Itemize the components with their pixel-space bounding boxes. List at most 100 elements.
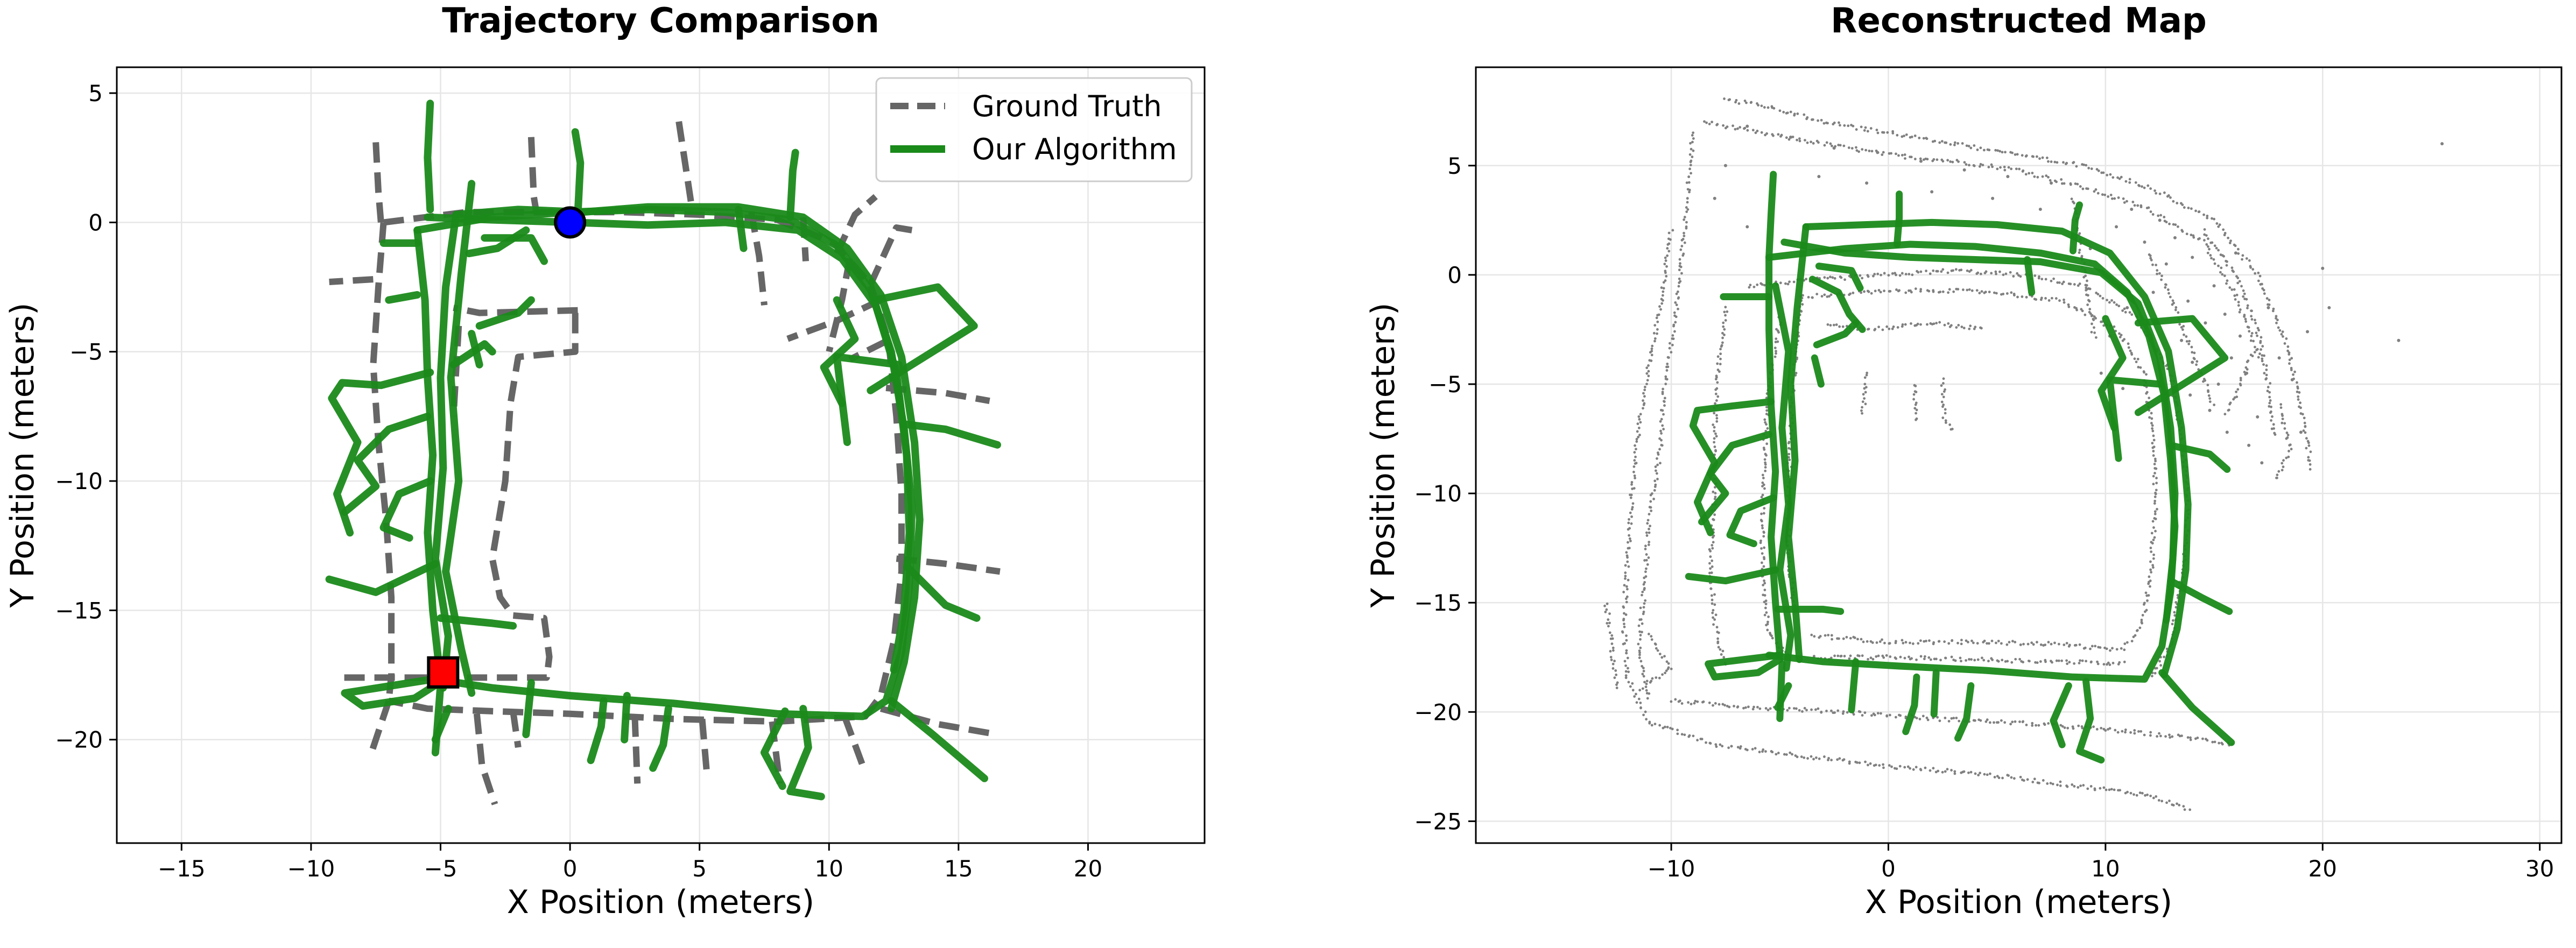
map-point — [1842, 758, 1846, 761]
map-point — [2265, 373, 2268, 377]
ground-truth-path — [834, 194, 878, 255]
map-point — [1661, 392, 1664, 395]
map-point — [1644, 570, 1647, 574]
map-point — [1803, 706, 1806, 710]
map-point — [1653, 485, 1657, 488]
map-point — [1965, 639, 1968, 642]
map-point — [1935, 158, 1939, 161]
map-point — [1901, 272, 1904, 275]
map-point — [2298, 391, 2301, 394]
map-point — [1918, 137, 1921, 139]
map-point — [2228, 402, 2232, 406]
map-point — [1623, 660, 1627, 663]
map-point — [2099, 371, 2103, 375]
map-point — [1670, 667, 1673, 670]
map-point — [2129, 791, 2132, 795]
map-point — [1805, 117, 1808, 121]
map-point — [1919, 323, 1922, 326]
map-point — [1789, 135, 1792, 139]
map-point — [2085, 660, 2088, 663]
map-point — [1712, 423, 1715, 426]
map-point — [2268, 405, 2271, 408]
map-point — [1709, 549, 1712, 553]
map-point — [2141, 185, 2143, 188]
map-point — [1714, 449, 1718, 452]
map-point — [1638, 649, 1641, 652]
map-point — [1847, 146, 1850, 149]
map-point — [1677, 307, 1679, 310]
map-point — [1645, 680, 1649, 683]
algorithm-path — [341, 674, 447, 710]
algorithm-path — [867, 283, 978, 394]
map-point — [1708, 562, 1711, 565]
map-point — [1713, 426, 1716, 429]
map-point — [1936, 270, 1939, 273]
map-point — [2136, 204, 2139, 207]
map-point — [2094, 645, 2097, 648]
map-point — [1976, 271, 1980, 274]
map-point — [1785, 753, 1788, 756]
map-point — [1829, 656, 1833, 660]
map-point — [1856, 638, 1859, 641]
map-point — [2267, 386, 2270, 388]
map-point — [2043, 723, 2046, 726]
algorithm-path — [522, 679, 535, 739]
map-point — [1949, 160, 1952, 163]
map-point — [1664, 279, 1667, 282]
map-point — [1842, 144, 1846, 147]
map-point — [1685, 181, 1688, 185]
map-point — [2154, 492, 2157, 496]
map-point — [2014, 720, 2017, 723]
map-point — [1864, 391, 1867, 394]
map-point — [1852, 713, 1855, 716]
map-point — [2171, 303, 2174, 306]
map-point — [1941, 268, 1945, 271]
map-point — [1791, 136, 1794, 138]
map-point — [1923, 655, 1926, 658]
map-point — [1678, 281, 1681, 284]
map-point — [1823, 755, 1826, 758]
map-point — [1711, 611, 1714, 614]
map-point — [1752, 705, 1755, 709]
map-point — [1996, 167, 1999, 171]
map-point — [1665, 378, 1669, 381]
map-point — [1764, 606, 1767, 610]
map-point — [2153, 467, 2157, 470]
map-point — [2217, 264, 2220, 267]
map-point — [1761, 524, 1764, 527]
map-point — [2123, 648, 2126, 652]
map-point — [1822, 122, 1826, 125]
map-point — [2302, 429, 2305, 432]
map-point — [1861, 277, 1864, 280]
map-point — [1647, 556, 1650, 559]
map-point — [2159, 734, 2162, 738]
map-point — [2090, 330, 2093, 334]
map-point — [2150, 571, 2152, 574]
map-point — [1840, 654, 1843, 657]
map-point — [1686, 197, 1689, 200]
map-point — [2113, 301, 2116, 304]
map-point — [2084, 646, 2087, 649]
x-axis-label: X Position (meters) — [507, 883, 814, 921]
map-point — [1712, 518, 1715, 521]
map-point — [1817, 119, 1819, 122]
map-point — [1638, 656, 1641, 659]
map-point — [1868, 150, 1871, 152]
map-point — [2066, 785, 2069, 788]
map-point — [1638, 653, 1641, 656]
map-point — [2183, 808, 2186, 811]
map-point — [2185, 335, 2188, 338]
map-point — [2000, 719, 2003, 722]
map-point — [2113, 325, 2116, 328]
map-point — [1991, 165, 1994, 168]
map-point — [1714, 613, 1718, 617]
map-point — [1713, 486, 1716, 489]
algorithm-path — [452, 203, 924, 713]
y-tick-label: −5 — [69, 339, 103, 365]
map-point — [1881, 328, 1884, 331]
map-point — [2221, 742, 2224, 746]
map-point — [1734, 128, 1737, 131]
map-point — [2078, 643, 2081, 646]
algorithm-path — [465, 226, 530, 258]
map-point — [1839, 124, 1841, 127]
